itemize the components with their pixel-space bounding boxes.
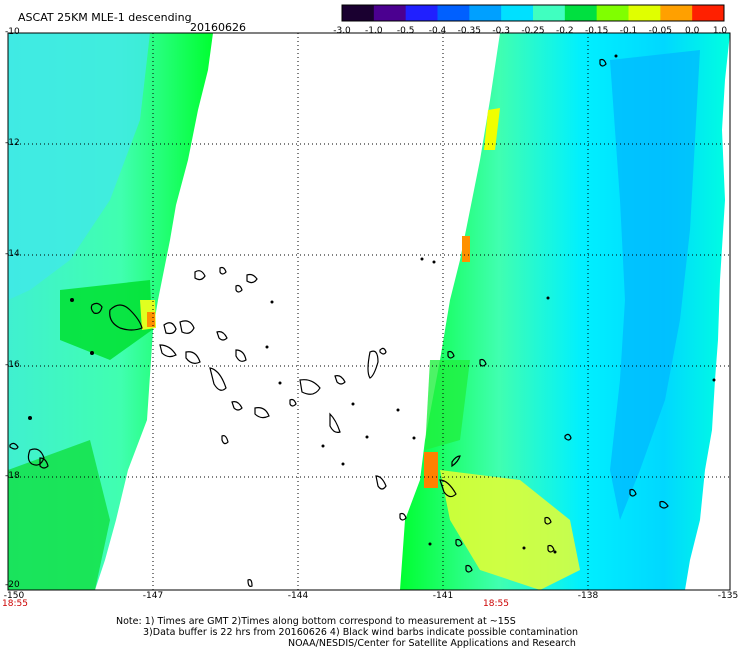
lon-label: -147 bbox=[142, 591, 164, 601]
coastlines bbox=[9, 58, 669, 587]
colorbar-tick-label: 1.0 bbox=[712, 26, 728, 36]
swath-time-right: 18:55 bbox=[483, 599, 509, 609]
right-swath-green-strip bbox=[425, 360, 470, 450]
map-title: ASCAT 25KM MLE-1 descending bbox=[18, 11, 192, 24]
colorbar-segment bbox=[437, 5, 470, 21]
lon-label: -150 bbox=[3, 591, 25, 601]
lat-label: -20 bbox=[5, 580, 20, 590]
note-line-3: NOAA/NESDIS/Center for Satellite Applica… bbox=[288, 638, 576, 649]
colorbar-segment bbox=[596, 5, 629, 21]
lat-label: -12 bbox=[5, 138, 20, 148]
colorbar-tick-label: -0.4 bbox=[428, 26, 447, 36]
colorbar-segment bbox=[501, 5, 534, 21]
lon-label: -135 bbox=[717, 591, 739, 601]
swath-time-left: 18:55 bbox=[2, 599, 28, 609]
left-swath-green-patch bbox=[60, 280, 152, 360]
right-swath-orange-strip1 bbox=[462, 236, 470, 262]
right-swath-orange-strip2 bbox=[424, 452, 438, 488]
left-swath-cyan-core bbox=[8, 33, 150, 300]
colorbar-tick-label: -0.2 bbox=[556, 26, 574, 36]
colorbar-segment bbox=[342, 5, 375, 21]
left-swath-orange-dot bbox=[147, 312, 155, 327]
colorbar-segment bbox=[628, 5, 661, 21]
lon-label: -144 bbox=[287, 591, 309, 601]
right-swath-yellow-bottom bbox=[440, 470, 580, 590]
colorbar-segment bbox=[469, 5, 502, 21]
colorbar-tick-label: -1.0 bbox=[365, 26, 383, 36]
colorbar-tick-label: -0.5 bbox=[396, 26, 415, 36]
colorbar bbox=[341, 4, 725, 22]
lon-label: -141 bbox=[432, 591, 454, 601]
right-swath-yellow-strip bbox=[484, 108, 500, 150]
lat-label: -14 bbox=[5, 249, 20, 259]
colorbar-segment bbox=[533, 5, 566, 21]
colorbar-segment bbox=[692, 5, 725, 21]
colorbar-tick-label: -0.25 bbox=[521, 26, 545, 36]
colorbar-tick-label: -0.1 bbox=[619, 26, 638, 36]
colorbar-segment bbox=[405, 5, 438, 21]
colorbar-tick-label: -0.3 bbox=[492, 26, 510, 36]
colorbar-tick-label: -3.0 bbox=[333, 26, 351, 36]
note-line-2: 3)Data buffer is 22 hrs from 20160626 4)… bbox=[143, 627, 579, 638]
colorbar-segment bbox=[660, 5, 693, 21]
colorbar-tick-label: -0.15 bbox=[585, 26, 609, 36]
lat-label: -16 bbox=[5, 360, 20, 370]
right-swath-blue-band bbox=[610, 50, 700, 520]
colorbar-segment bbox=[373, 5, 407, 21]
gridlines bbox=[8, 32, 730, 590]
lon-label: -138 bbox=[577, 591, 599, 601]
colorbar-frame bbox=[341, 4, 725, 22]
coastline-dots bbox=[28, 54, 716, 554]
colorbar-segment bbox=[564, 5, 598, 21]
lat-label: -18 bbox=[5, 471, 20, 481]
colorbar-tick-label: -0.35 bbox=[457, 26, 481, 36]
lat-label: -10 bbox=[5, 27, 20, 37]
map-date: 20160626 bbox=[190, 21, 246, 34]
colorbar-tick-label: -0.05 bbox=[648, 26, 672, 36]
colorbar-tick-label: 0.0 bbox=[684, 26, 700, 36]
note-line-1: Note: 1) Times are GMT 2)Times along bot… bbox=[116, 616, 516, 627]
